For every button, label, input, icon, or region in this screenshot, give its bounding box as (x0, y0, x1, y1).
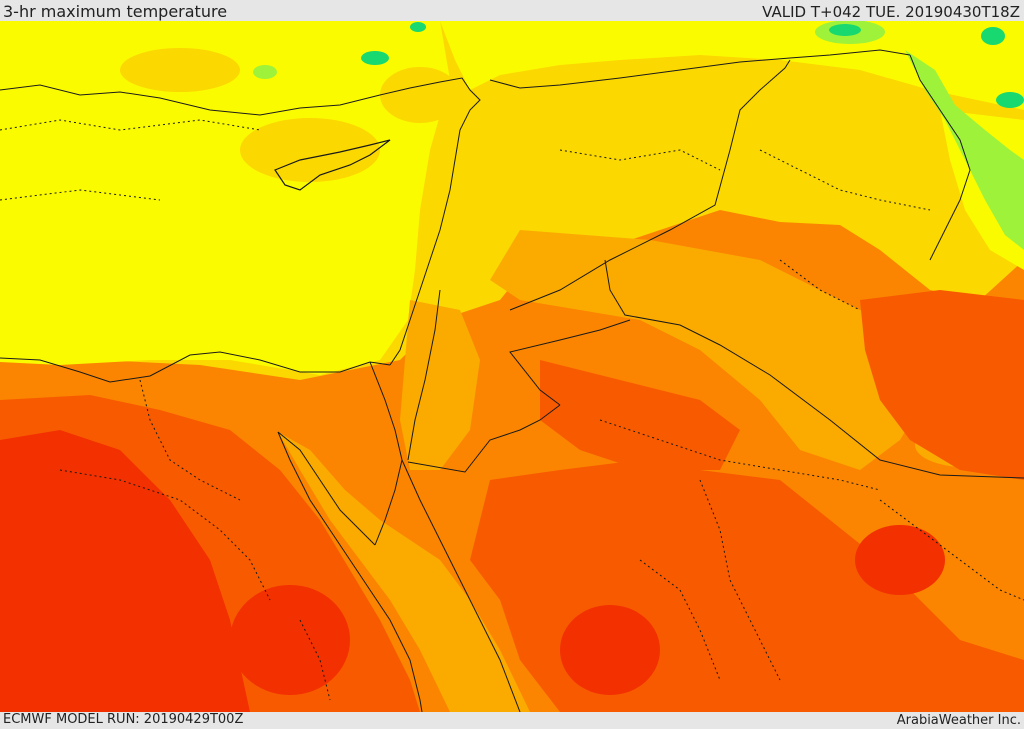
red-core-2 (560, 605, 660, 695)
coast-egypt-north (0, 351, 391, 383)
internal-boundaries (0, 119, 1024, 701)
border-egypt-israel (369, 361, 403, 461)
boundaries (0, 49, 1024, 712)
green-spot-5 (829, 24, 861, 36)
coast-levant (389, 129, 461, 366)
border-jordan-east (509, 319, 631, 406)
red-core-3 (855, 525, 945, 595)
border-syria-iraq (509, 59, 791, 311)
gold-patch-1 (240, 118, 380, 182)
temperature-map (0, 21, 1024, 712)
coast-redsea-east (401, 459, 521, 712)
red-core-1 (230, 585, 350, 695)
green-spot-7 (996, 92, 1024, 108)
band-amber-redsea (278, 432, 530, 712)
green-strip-zagros (905, 50, 1024, 250)
model-run-label: ECMWF MODEL RUN: 20190429T00Z (3, 712, 244, 727)
valid-time: VALID T+042 TUE. 20190430T18Z (762, 3, 1020, 21)
band-redorange-jordan (540, 360, 740, 470)
band-yellow-north (440, 21, 1024, 110)
band-yellow-med (0, 21, 450, 375)
band-redorange-east (860, 290, 1024, 480)
gold-patch-4 (470, 90, 650, 190)
border-saudi-iraq (604, 259, 1024, 479)
band-amber-sinai (400, 300, 480, 470)
gold-patch-2 (120, 48, 240, 92)
header-bar: 3-hr maximum temperature VALID T+042 TUE… (0, 0, 1024, 21)
coast-redsea-west (277, 431, 423, 712)
footer-bar: ECMWF MODEL RUN: 20190429T00Z ArabiaWeat… (0, 712, 1024, 729)
map-title: 3-hr maximum temperature (3, 2, 228, 21)
cyprus (274, 139, 391, 191)
green-spot-1 (253, 65, 277, 79)
temperature-bands (0, 21, 1024, 712)
border-jordan-south (407, 404, 561, 473)
credit-label: ArabiaWeather Inc. (896, 713, 1021, 728)
green-spot-2 (361, 51, 389, 65)
green-spot-3 (410, 22, 426, 32)
gulf-suez (277, 431, 376, 546)
band-red-egypt (0, 430, 250, 712)
gulf-aqaba (374, 459, 403, 546)
border-jordan-west (407, 289, 441, 461)
gold-patch-3 (380, 67, 460, 123)
border-iraq-iran (909, 54, 971, 261)
coast-turkey-south (0, 77, 481, 131)
green-spot-6 (981, 27, 1005, 45)
border-syria-turkey (489, 49, 911, 89)
